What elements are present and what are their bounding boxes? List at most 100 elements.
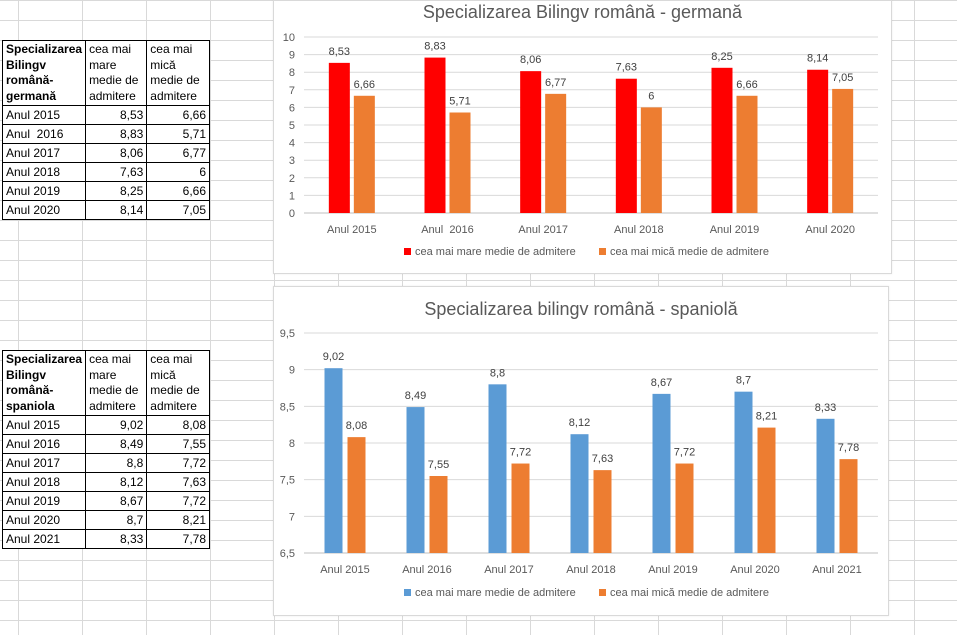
table-cell: Anul 2020 [1, 510, 87, 530]
table-cell: 8,12 [85, 472, 148, 492]
x-tick-label: Anul 2017 [518, 224, 568, 236]
y-tick-label: 10 [283, 32, 295, 44]
table-cell: 7,55 [146, 434, 210, 454]
x-tick-label: Anul 2021 [812, 564, 862, 576]
bar [615, 78, 637, 213]
table-cell: 6,77 [146, 143, 210, 163]
table-header-row: Specializarea Bilingv română-germană cea… [1, 40, 210, 106]
bar [675, 463, 694, 553]
bar [511, 463, 530, 553]
table-cell: Anul 2017 [1, 143, 87, 163]
table-cell: 8,83 [85, 124, 148, 144]
data-label: 7,78 [838, 442, 859, 454]
data-label: 8,21 [756, 411, 777, 423]
y-tick-label: 4 [289, 138, 295, 150]
table-cell: 8,33 [85, 529, 148, 549]
y-tick-label: 5 [289, 120, 295, 132]
y-tick-label: 7 [289, 511, 295, 523]
data-label: 6,66 [354, 79, 375, 91]
chart-title: Specializarea Bilingv română - germană [423, 2, 743, 22]
bar [734, 391, 753, 553]
data-label: 8,12 [569, 417, 590, 429]
y-tick-label: 8 [289, 67, 295, 79]
table-cell: Anul 2018 [1, 162, 87, 182]
y-tick-label: 9,5 [280, 328, 295, 340]
bar [711, 67, 733, 213]
table-cell: Anul 2021 [1, 529, 87, 549]
data-label: 8,49 [405, 390, 426, 402]
data-label: 6 [648, 90, 654, 102]
bar [488, 384, 507, 553]
legend-label: cea mai mare medie de admitere [415, 246, 576, 258]
data-label: 8,7 [736, 375, 751, 387]
table-cell: 5,71 [146, 124, 210, 144]
bar [757, 427, 776, 553]
table-cell: 7,78 [146, 529, 210, 549]
bar [347, 437, 366, 553]
bar [324, 368, 343, 553]
y-tick-label: 9 [289, 50, 295, 62]
table-header-cell: Specializarea Bilingv română-germană [1, 40, 87, 106]
table-cell: 8,49 [85, 434, 148, 454]
bar [545, 93, 567, 213]
table-cell: Anul 2018 [1, 472, 87, 492]
table-header-cell: cea mai mică medie de admitere [146, 350, 210, 416]
table-row: Anul 2020 8,7 8,21 [1, 510, 210, 530]
legend-label: cea mai mare medie de admitere [415, 587, 576, 599]
data-label: 8,25 [711, 51, 732, 63]
table-cell: 8,06 [85, 143, 148, 163]
x-tick-label: Anul 2018 [614, 224, 664, 236]
table-row: Anul 2017 8,8 7,72 [1, 453, 210, 473]
legend-swatch [404, 589, 411, 596]
table-header-row: Specializarea Bilingv română-spaniola ce… [1, 350, 210, 416]
bar [424, 57, 446, 214]
table-cell: Anul 2019 [1, 181, 87, 201]
legend-swatch [404, 248, 411, 255]
chart-german-panel[interactable]: Specializarea Bilingv română - germană 0 1… [273, 0, 892, 274]
y-tick-label: 6 [289, 102, 295, 114]
bar [816, 418, 835, 553]
data-label: 7,72 [674, 447, 695, 459]
table-cell: 8,8 [85, 453, 148, 473]
table-row: Anul 2016 8,83 5,71 [1, 124, 210, 144]
data-label: 7,55 [428, 459, 449, 471]
bar [353, 95, 375, 213]
data-label: 7,05 [832, 72, 853, 84]
x-tick-label: Anul 2016 [421, 224, 474, 236]
data-label: 7,63 [616, 62, 637, 74]
table-cell: 7,05 [146, 200, 210, 220]
table-row: Anul 2018 8,12 7,63 [1, 472, 210, 492]
table-header-cell: cea mai mică medie de admitere [146, 40, 210, 106]
table-row: Anul 2016 8,49 7,55 [1, 434, 210, 454]
table-row: Anul 2019 8,25 6,66 [1, 181, 210, 201]
bar [736, 95, 758, 213]
data-label: 8,53 [329, 46, 350, 58]
table-cell: 8,53 [85, 105, 148, 125]
bar [406, 407, 425, 553]
x-tick-label: Anul 2019 [648, 564, 698, 576]
data-label: 6,66 [736, 79, 757, 91]
table-cell: 8,21 [146, 510, 210, 530]
data-label: 5,71 [449, 96, 470, 108]
table-cell: 8,08 [146, 415, 210, 435]
table-cell: Anul 2016 [1, 124, 87, 144]
chart-spanish-panel[interactable]: Specializarea bilingv română - spaniolă 6… [273, 286, 889, 616]
table-cell: 7,63 [85, 162, 148, 182]
table-header-cell: cea mai mare medie de admitere [85, 350, 148, 416]
y-tick-label: 8 [289, 438, 295, 450]
y-tick-label: 0 [289, 208, 295, 220]
table-row: Anul 2015 8,53 6,66 [1, 105, 210, 125]
bar [807, 69, 829, 214]
table-row: Anul 2021 8,33 7,78 [1, 529, 210, 549]
table-row: Anul 2019 8,67 7,72 [1, 491, 210, 511]
data-label: 8,83 [424, 41, 445, 53]
x-tick-label: Anul 2018 [566, 564, 616, 576]
bar [570, 434, 589, 553]
y-tick-label: 6,5 [280, 548, 295, 560]
y-tick-label: 7,5 [280, 475, 295, 487]
data-label: 6,77 [545, 77, 566, 89]
bar [449, 112, 471, 213]
legend-label: cea mai mică medie de admitere [610, 246, 769, 258]
table-cell: 7,63 [146, 472, 210, 492]
bar [832, 88, 854, 213]
